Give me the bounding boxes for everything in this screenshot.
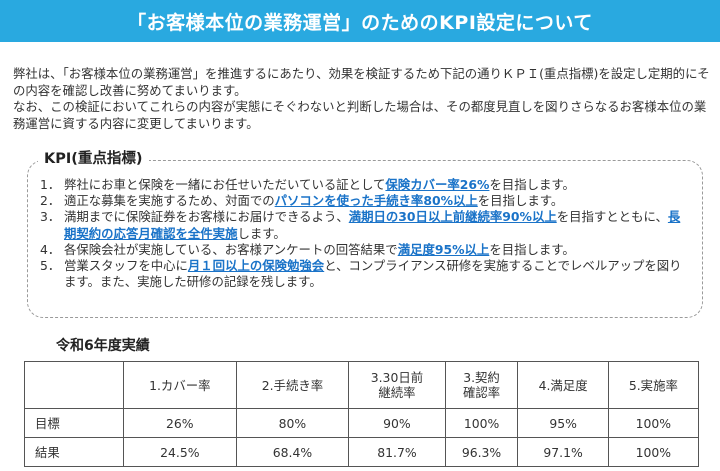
results-corner-cell [24,361,124,409]
kpi-item-post: を目指します。 [489,177,575,192]
table-cell: 95% [517,408,609,438]
kpi-item-text: 弊社にお車と保険を一緒にお任せいただいている証として保険カバー率26%を目指しま… [64,177,690,193]
column-header: 4.満足度 [517,361,609,409]
kpi-item-highlight: 月１回以上の保険勉強会 [187,258,325,274]
kpi-item-highlight: 保険カバー率26% [385,177,490,192]
kpi-item-highlight: 満足度95%以上 [397,241,490,257]
row-label: 目標 [24,408,124,438]
table-cell: 97.1% [517,437,609,467]
table-cell: 80% [235,408,350,438]
table-row: 目標 26% 80% 90% 100% 95% 100% [24,408,700,438]
intro-paragraph-1: 弊社は、「お客様本位の業務運営」を推進するにあたり、効果を検証するため下記の通り… [13,66,710,98]
kpi-item-text: 営業スタッフを中心に月１回以上の保険勉強会と、コンプライアンス研修を実施すること… [64,258,690,290]
table-cell: 100% [607,437,700,467]
table-cell: 96.3% [444,437,519,467]
kpi-item-1: 1． 弊社にお車と保険を一緒にお任せいただいている証として保険カバー率26%を目… [40,177,690,193]
kpi-list: 1． 弊社にお車と保険を一緒にお任せいただいている証として保険カバー率26%を目… [40,177,690,290]
kpi-item-pre: 営業スタッフを中心に [64,258,188,274]
table-row: 結果 24.5% 68.4% 81.7% 96.3% 97.1% 100% [24,437,700,467]
results-title: 令和6年度実績 [56,338,150,354]
kpi-item-pre: 各保険会社が実施している、お客様アンケートの回答結果で [64,241,398,257]
kpi-box [27,160,703,318]
kpi-item-post: を目指します。 [477,193,564,209]
column-header: 5.実施率 [607,361,700,409]
row-label: 結果 [24,437,124,467]
kpi-item-pre: 弊社にお車と保険を一緒にお任せいただいている証として [64,177,386,192]
kpi-item-post: と、コンプライアンス研修を実施することでレベルアップを図ります。また、実施した研… [64,258,682,290]
table-cell: 24.5% [123,437,237,467]
results-table: 1.カバー率 2.手続き率 3.30日前 継続率 3.契約 確認率 4.満足度 … [24,361,700,467]
table-cell: 26% [123,408,237,438]
kpi-item-pre: 適正な募集を実施するため、対面での [64,193,275,209]
kpi-item-post: を目指します。 [489,241,575,257]
kpi-item-text: 満期までに保険証券をお客様にお届けできるよう、満期日の30日以上前継続率90%以… [64,209,690,241]
kpi-item-mid: を目指すとともに、 [556,209,668,225]
column-header: 2.手続き率 [235,361,350,409]
column-header: 3.契約 確認率 [444,361,519,409]
column-header: 3.30日前 継続率 [348,361,446,409]
table-cell: 100% [444,408,519,438]
kpi-item-3: 3． 満期までに保険証券をお客様にお届けできるよう、満期日の30日以上前継続率9… [40,209,690,241]
table-cell: 68.4% [235,437,350,467]
kpi-item-post: します。 [237,225,286,241]
kpi-item-text: 適正な募集を実施するため、対面でのパソコンを使った手続き率80%以上を目指します… [64,193,690,209]
table-cell: 100% [607,408,700,438]
kpi-item-number: 3． [40,209,61,225]
kpi-item-text: 各保険会社が実施している、お客様アンケートの回答結果で満足度95%以上を目指しま… [64,242,690,258]
kpi-item-2: 2． 適正な募集を実施するため、対面でのパソコンを使った手続き率80%以上を目指… [40,193,690,209]
kpi-item-highlight-2: 長期契約の応答月確認を全件実施 [64,209,681,241]
kpi-item-number: 5． [40,258,61,274]
results-header-row: 1.カバー率 2.手続き率 3.30日前 継続率 3.契約 確認率 4.満足度 … [24,361,700,409]
kpi-item-highlight: 満期日の30日以上前継続率90%以上 [348,209,557,225]
column-header: 1.カバー率 [123,361,237,409]
page-title: 「お客様本位の業務運営」のためのKPI設定について [0,0,720,42]
kpi-heading: KPI(重点指標) [38,147,149,168]
kpi-item-number: 1． [40,177,61,192]
kpi-item-highlight: パソコンを使った手続き率80%以上 [274,193,478,209]
kpi-item-number: 4． [40,241,61,257]
table-cell: 81.7% [348,437,446,467]
intro-section: 弊社は、「お客様本位の業務運営」を推進するにあたり、効果を検証するため下記の通り… [13,66,713,132]
kpi-item-5: 5． 営業スタッフを中心に月１回以上の保険勉強会と、コンプライアンス研修を実施す… [40,258,690,290]
kpi-item-pre: 満期までに保険証券をお客様にお届けできるよう、 [64,209,349,225]
kpi-item-4: 4． 各保険会社が実施している、お客様アンケートの回答結果で満足度95%以上を目… [40,242,690,258]
kpi-item-number: 2． [40,193,61,209]
intro-paragraph-2: なお、この検証においてこれらの内容が実態にそぐわないと判断した場合は、その都度見… [13,99,707,131]
table-cell: 90% [348,408,446,438]
